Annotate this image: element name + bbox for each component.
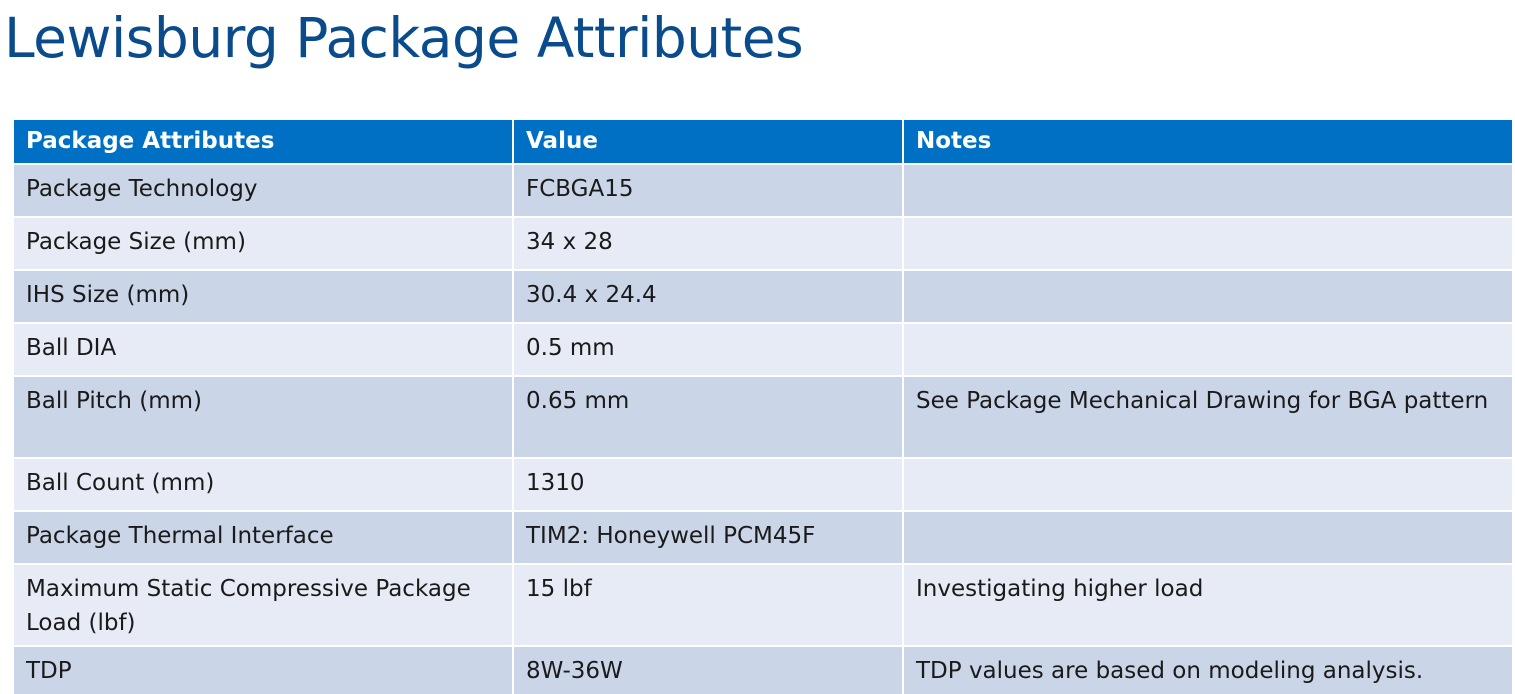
attribute-cell: Ball DIA — [12, 322, 514, 377]
notes-cell — [902, 510, 1514, 565]
value-cell: 30.4 x 24.4 — [512, 269, 904, 324]
notes-cell: Investigating higher load — [902, 563, 1514, 647]
notes-cell: See Package Mechanical Drawing for BGA p… — [902, 375, 1514, 459]
attribute-cell: Package Technology — [12, 163, 514, 218]
value-cell: 34 x 28 — [512, 216, 904, 271]
attribute-cell: IHS Size (mm) — [12, 269, 514, 324]
package-attributes-table: Package Attributes Value Notes Package T… — [12, 118, 1514, 694]
header-package-attributes: Package Attributes — [12, 118, 514, 165]
table-row: Ball DIA 0.5 mm — [12, 322, 1514, 377]
table-row: Package Size (mm) 34 x 28 — [12, 216, 1514, 271]
table-row: Maximum Static Compressive Package Load … — [12, 563, 1514, 647]
notes-cell — [902, 163, 1514, 218]
value-cell: TIM2: Honeywell PCM45F — [512, 510, 904, 565]
table-row: Package Technology FCBGA15 — [12, 163, 1514, 218]
table-row: Package Thermal Interface TIM2: Honeywel… — [12, 510, 1514, 565]
attribute-cell: Package Size (mm) — [12, 216, 514, 271]
value-cell: 0.65 mm — [512, 375, 904, 459]
table-row: Ball Pitch (mm) 0.65 mm See Package Mech… — [12, 375, 1514, 459]
notes-cell — [902, 457, 1514, 512]
table-row: Ball Count (mm) 1310 — [12, 457, 1514, 512]
header-value: Value — [512, 118, 904, 165]
attribute-cell: Package Thermal Interface — [12, 510, 514, 565]
notes-cell: TDP values are based on modeling analysi… — [902, 645, 1514, 694]
header-notes: Notes — [902, 118, 1514, 165]
attribute-cell: Maximum Static Compressive Package Load … — [12, 563, 514, 647]
value-cell: FCBGA15 — [512, 163, 904, 218]
value-cell: 1310 — [512, 457, 904, 512]
value-cell: 8W-36W — [512, 645, 904, 694]
attribute-cell: Ball Count (mm) — [12, 457, 514, 512]
page-title: Lewisburg Package Attributes — [4, 6, 804, 70]
notes-cell — [902, 322, 1514, 377]
notes-cell — [902, 216, 1514, 271]
attribute-cell: TDP — [12, 645, 514, 694]
table-row: IHS Size (mm) 30.4 x 24.4 — [12, 269, 1514, 324]
table-header-row: Package Attributes Value Notes — [12, 118, 1514, 165]
value-cell: 15 lbf — [512, 563, 904, 647]
value-cell: 0.5 mm — [512, 322, 904, 377]
table-row: TDP 8W-36W TDP values are based on model… — [12, 645, 1514, 694]
notes-cell — [902, 269, 1514, 324]
attribute-cell: Ball Pitch (mm) — [12, 375, 514, 459]
